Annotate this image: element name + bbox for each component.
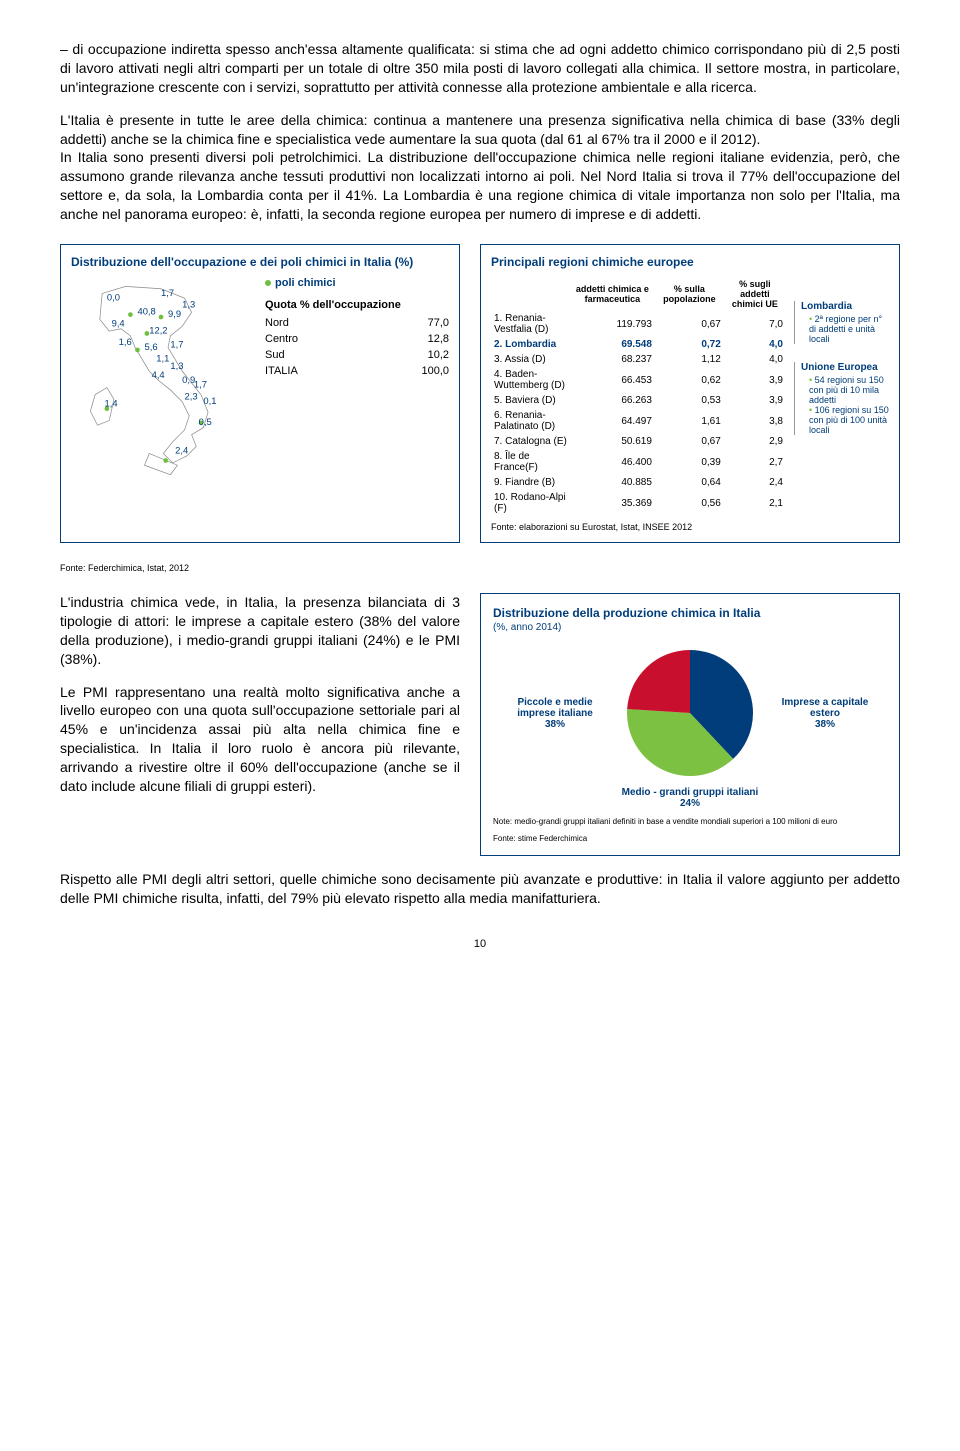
pie-note: Note: medio-grandi gruppi italiani defin…: [493, 817, 887, 826]
paragraph-1: – di occupazione indiretta spesso anch'e…: [60, 40, 900, 97]
lombardia-hdr: Lombardia: [801, 301, 889, 312]
poli-legend: poli chimici: [275, 277, 336, 289]
regions-title: Principali regioni chimiche europee: [491, 255, 889, 269]
table-row: 6. Renania-Palatinato (D)64.4971,613,8: [491, 408, 786, 434]
col-ue: % sugli addetti chimici UE: [724, 277, 786, 311]
svg-text:0,5: 0,5: [199, 416, 212, 427]
table-row: 5. Baviera (D)66.2630,533,9: [491, 393, 786, 408]
regions-source: Fonte: elaborazioni su Eurostat, Istat, …: [491, 522, 889, 532]
map-chart-title: Distribuzione dell'occupazione e dei pol…: [71, 255, 449, 269]
pie-label-pmi: Piccole e medie imprese italiane 38%: [500, 697, 610, 730]
side-notes: Lombardia 2ª regione per n° di addetti e…: [794, 277, 889, 516]
svg-text:0,0: 0,0: [107, 292, 120, 303]
quota-row: ITALIA100,0: [265, 363, 449, 379]
svg-text:1,3: 1,3: [170, 360, 183, 371]
pie-chart: Distribuzione della produzione chimica i…: [480, 593, 900, 856]
table-row: 4. Baden-Wuttemberg (D)66.4530,623,9: [491, 367, 786, 393]
paragraph-2: L'Italia è presente in tutte le aree del…: [60, 111, 900, 224]
pie-label-medio: Medio - grandi gruppi italiani 24%: [493, 787, 887, 809]
svg-text:0,1: 0,1: [203, 395, 216, 406]
svg-text:1,3: 1,3: [182, 299, 195, 310]
pie-svg: [620, 643, 760, 783]
svg-text:1,4: 1,4: [105, 397, 118, 408]
table-row: 7. Catalogna (E)50.6190,672,9: [491, 434, 786, 449]
pie-subtitle: (%, anno 2014): [493, 622, 887, 633]
charts-row: Distribuzione dell'occupazione e dei pol…: [60, 244, 900, 543]
table-row: 8. Île de France(F)46.4000,392,7: [491, 449, 786, 475]
svg-text:4,4: 4,4: [152, 369, 165, 380]
svg-text:1,7: 1,7: [194, 379, 207, 390]
svg-text:2,3: 2,3: [185, 390, 198, 401]
svg-text:1,7: 1,7: [161, 287, 174, 298]
svg-text:1,6: 1,6: [119, 336, 132, 347]
regions-table: addetti chimica e farmaceutica % sulla p…: [491, 277, 786, 516]
svg-text:40,8: 40,8: [137, 306, 155, 317]
table-row: 10. Rodano-Alpi (F)35.3690,562,1: [491, 490, 786, 516]
table-row: 3. Assia (D)68.2371,124,0: [491, 352, 786, 367]
quota-table: poli chimici Quota % dell'occupazione No…: [265, 277, 449, 482]
bottom-section: L'industria chimica vede, in Italia, la …: [60, 593, 900, 856]
italy-map: 0,01,71,340,89,99,412,21,65,61,71,11,34,…: [71, 277, 251, 482]
table-row: 2. Lombardia69.5480,724,0: [491, 337, 786, 352]
quota-row: Centro12,8: [265, 331, 449, 347]
paragraph-3: L'industria chimica vede, in Italia, la …: [60, 593, 460, 669]
paragraph-5: Rispetto alle PMI degli altri settori, q…: [60, 870, 900, 908]
svg-text:9,4: 9,4: [112, 317, 125, 328]
svg-text:12,2: 12,2: [149, 324, 167, 335]
page-number: 10: [60, 938, 900, 950]
svg-text:9,9: 9,9: [168, 308, 181, 319]
col-pop: % sulla popolazione: [655, 277, 724, 311]
quota-header: Quota % dell'occupazione: [265, 299, 449, 311]
map-source: Fonte: Federchimica, Istat, 2012: [60, 563, 900, 573]
map-chart: Distribuzione dell'occupazione e dei pol…: [60, 244, 460, 543]
svg-text:5,6: 5,6: [145, 341, 158, 352]
col-addetti: addetti chimica e farmaceutica: [570, 277, 655, 311]
pie-source: Fonte: stime Federchimica: [493, 834, 887, 843]
table-row: 9. Fiandre (B)40.8850,642,4: [491, 475, 786, 490]
pie-label-estero: Imprese a capitale estero 38%: [770, 697, 880, 730]
paragraph-4: Le PMI rappresentano una realtà molto si…: [60, 683, 460, 796]
svg-text:2,4: 2,4: [175, 444, 188, 455]
quota-row: Sud10,2: [265, 347, 449, 363]
table-row: 1. Renania-Vestfalia (D)119.7930,677,0: [491, 311, 786, 337]
quota-row: Nord77,0: [265, 315, 449, 331]
ue-hdr: Unione Europea: [801, 362, 889, 373]
pie-title: Distribuzione della produzione chimica i…: [493, 606, 887, 620]
svg-text:1,7: 1,7: [170, 339, 183, 350]
regions-chart: Principali regioni chimiche europee adde…: [480, 244, 900, 543]
svg-text:1,1: 1,1: [156, 353, 169, 364]
